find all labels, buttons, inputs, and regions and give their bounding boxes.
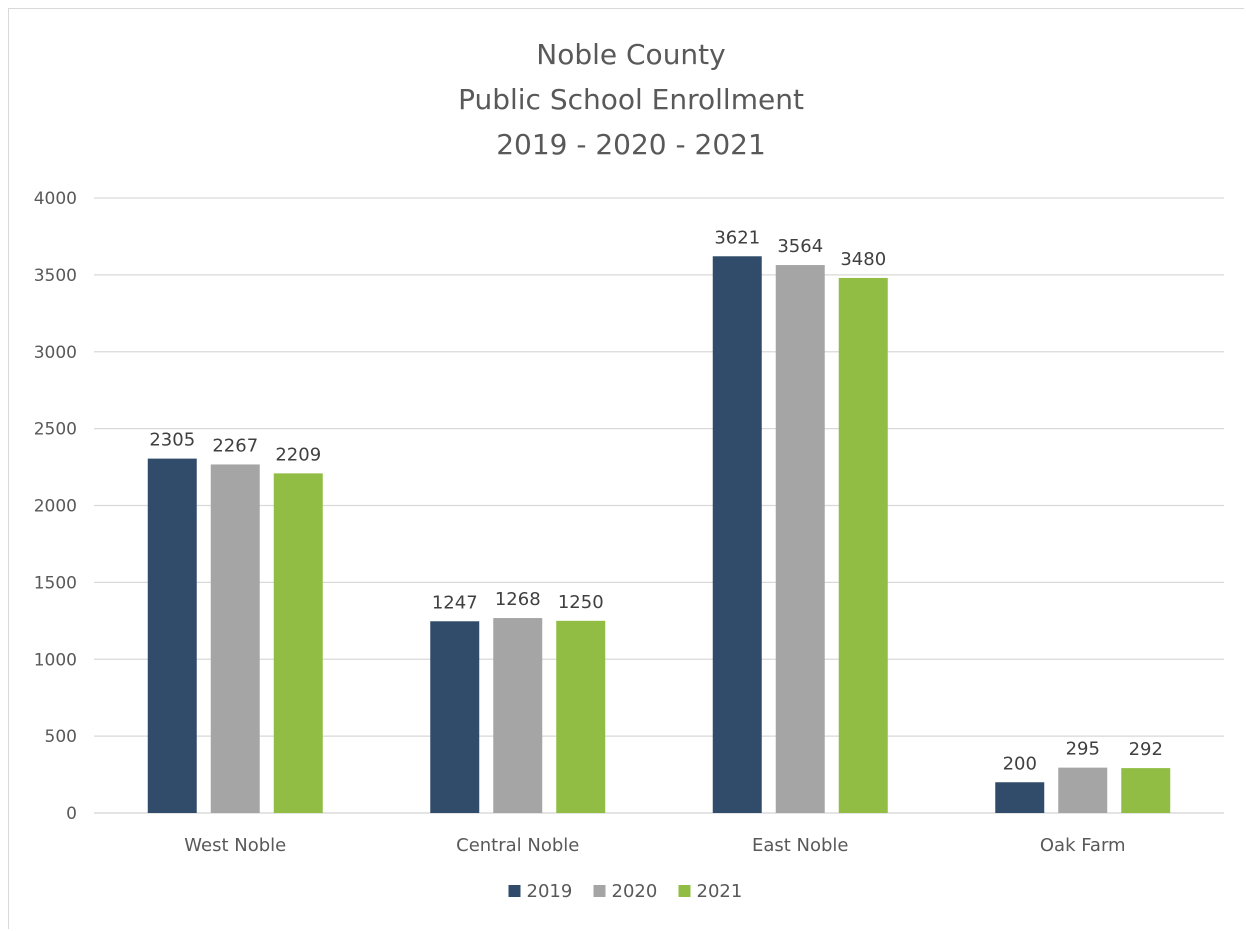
- y-tick-label: 3500: [34, 266, 77, 286]
- x-category-label: East Noble: [752, 835, 849, 856]
- bar-2021-oak-farm: [1121, 768, 1171, 813]
- bar-chart: Noble County Public School Enrollment 20…: [34, 38, 1224, 902]
- x-category-label: Central Noble: [456, 835, 579, 856]
- legend-swatch-2021: [678, 885, 691, 897]
- data-label: 200: [1003, 753, 1037, 774]
- y-tick-label: 2500: [34, 420, 77, 440]
- chart-title-line-2: Public School Enrollment: [458, 83, 804, 116]
- chart-frame: Noble County Public School Enrollment 20…: [8, 8, 1244, 929]
- chart-title-line-1: Noble County: [536, 38, 725, 71]
- data-label: 2209: [275, 444, 321, 465]
- data-label: 292: [1129, 739, 1163, 760]
- data-label: 2267: [212, 435, 258, 456]
- data-label: 3621: [714, 227, 760, 248]
- data-label: 3564: [777, 236, 823, 257]
- legend: 2019 2020 2021: [508, 881, 743, 902]
- y-tick-label: 3000: [34, 343, 77, 363]
- data-label: 3480: [840, 249, 886, 270]
- y-tick-label: 4000: [34, 189, 77, 209]
- x-axis-categories: West Noble Central Noble East Noble Oak Far…: [184, 835, 1125, 856]
- y-tick-label: 1000: [34, 650, 77, 670]
- bar-2020-east-noble: [775, 265, 825, 813]
- x-category-label: West Noble: [184, 835, 286, 856]
- legend-swatch-2019: [508, 885, 521, 897]
- bar-2019-central-noble: [430, 621, 480, 813]
- bar-2020-central-noble: [493, 618, 543, 813]
- bar-2021-central-noble: [556, 620, 606, 813]
- chart-title-line-3: 2019 - 2020 - 2021: [496, 128, 766, 161]
- bar-2021-east-noble: [838, 277, 888, 813]
- y-tick-label: 500: [45, 727, 77, 747]
- gridlines: [94, 197, 1224, 814]
- data-label: 1247: [432, 592, 478, 613]
- legend-swatch-2020: [593, 885, 606, 897]
- y-axis-ticks: 0 500 1000 1500 2000 2500 3000 3500 4000: [34, 189, 77, 824]
- y-tick-label: 0: [66, 804, 77, 824]
- x-category-label: Oak Farm: [1040, 835, 1126, 856]
- bar-2021-west-noble: [273, 473, 323, 813]
- bar-2019-oak-farm: [995, 782, 1045, 813]
- y-tick-label: 1500: [34, 573, 77, 593]
- bar-2020-west-noble: [210, 464, 260, 813]
- bar-2020-oak-farm: [1058, 767, 1108, 813]
- data-label: 1268: [495, 589, 541, 610]
- data-label: 1250: [558, 592, 604, 613]
- bar-2019-west-noble: [147, 458, 197, 813]
- y-tick-label: 2000: [34, 497, 77, 517]
- legend-label-2021: 2021: [697, 881, 743, 902]
- data-labels: 2305 2267 2209 1247 1268 1250 3621 3564 3480 200 2…: [149, 227, 1163, 774]
- data-label: 295: [1066, 739, 1100, 760]
- data-label: 2305: [149, 430, 195, 451]
- legend-label-2019: 2019: [527, 881, 573, 902]
- legend-label-2020: 2020: [612, 881, 658, 902]
- bars: [147, 256, 1171, 813]
- chart-title: Noble County Public School Enrollment 20…: [458, 38, 804, 161]
- bar-2019-east-noble: [712, 256, 762, 813]
